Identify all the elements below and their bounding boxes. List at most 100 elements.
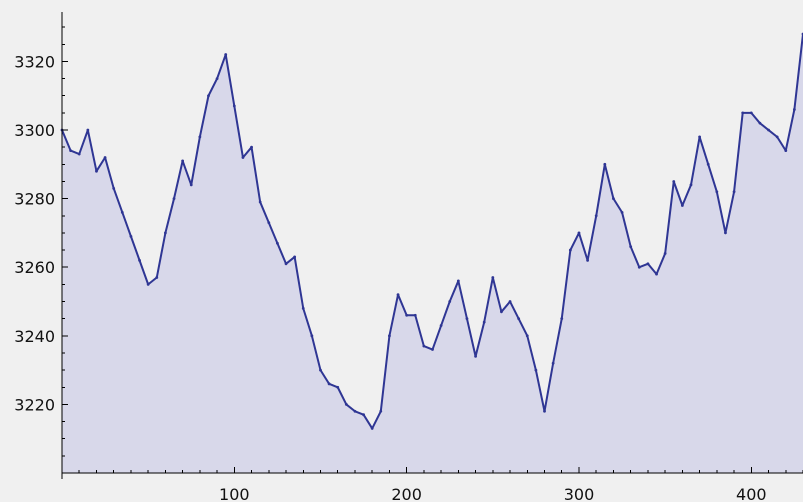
data-point xyxy=(491,276,495,279)
data-point xyxy=(353,409,357,413)
axes: 100 200 300 400 3220 3240 3260 3280 3300 3320 xyxy=(14,12,803,502)
data-point xyxy=(379,409,383,413)
data-point xyxy=(129,234,133,238)
data-point xyxy=(405,313,409,317)
y-tick-label: 3300 xyxy=(14,121,55,140)
data-point xyxy=(517,317,521,321)
data-point xyxy=(232,104,236,108)
data-point xyxy=(767,128,770,132)
data-point xyxy=(388,334,391,338)
data-point xyxy=(103,156,107,159)
data-point xyxy=(267,221,271,225)
data-point xyxy=(163,231,167,235)
data-point xyxy=(362,413,365,417)
data-point xyxy=(715,190,719,194)
y-tick-label: 3260 xyxy=(14,258,55,277)
plot-area xyxy=(60,32,803,473)
x-tick-label: 400 xyxy=(736,485,767,502)
x-tick-label: 300 xyxy=(564,485,595,502)
data-point xyxy=(784,149,788,153)
data-point xyxy=(543,409,546,413)
data-point xyxy=(439,324,443,327)
data-point xyxy=(620,210,624,214)
data-point xyxy=(207,94,210,98)
data-point xyxy=(525,334,529,338)
y-tick-label: 3320 xyxy=(14,52,55,71)
data-point xyxy=(612,197,615,201)
data-point xyxy=(413,313,417,317)
x-tick-label: 100 xyxy=(219,485,250,502)
data-point xyxy=(629,245,633,249)
data-point xyxy=(680,204,684,207)
data-point xyxy=(775,135,779,139)
data-point xyxy=(396,293,400,297)
data-point xyxy=(698,135,702,139)
data-point xyxy=(224,53,228,56)
data-point xyxy=(448,300,452,303)
x-tick-label: 200 xyxy=(391,485,422,502)
data-point xyxy=(560,317,564,321)
data-point xyxy=(568,248,572,252)
data-point xyxy=(482,320,486,324)
data-point xyxy=(215,77,219,80)
data-point xyxy=(741,111,745,115)
data-point xyxy=(534,368,538,372)
data-point xyxy=(336,385,340,389)
data-point xyxy=(689,183,693,187)
data-point xyxy=(344,403,348,406)
y-tick-label: 3220 xyxy=(14,395,55,414)
data-point xyxy=(172,197,176,201)
data-point xyxy=(155,276,159,279)
data-point xyxy=(241,156,245,159)
data-point xyxy=(792,108,796,111)
data-point xyxy=(310,334,314,338)
data-point xyxy=(706,162,710,166)
data-point xyxy=(146,282,150,286)
data-point xyxy=(120,210,124,214)
data-point xyxy=(276,241,279,245)
data-point xyxy=(319,368,322,372)
data-point xyxy=(69,149,73,153)
data-point xyxy=(508,300,512,303)
data-point xyxy=(301,306,305,310)
data-point xyxy=(586,258,589,262)
data-point xyxy=(655,272,658,276)
data-point xyxy=(422,344,426,348)
y-tick-label: 3240 xyxy=(14,327,55,346)
data-point xyxy=(577,231,581,235)
data-point xyxy=(672,180,676,183)
data-point xyxy=(594,214,598,218)
data-point xyxy=(370,427,374,430)
data-point xyxy=(749,111,753,115)
data-point xyxy=(603,162,607,166)
series-area-fill xyxy=(62,34,803,473)
data-point xyxy=(474,354,477,358)
data-point xyxy=(456,279,460,283)
data-point xyxy=(95,169,98,173)
data-point xyxy=(258,200,262,204)
data-point xyxy=(663,252,667,255)
data-point xyxy=(138,258,141,262)
data-point xyxy=(284,262,288,266)
data-point xyxy=(724,231,727,235)
data-point xyxy=(551,361,555,365)
data-point xyxy=(181,159,185,163)
data-point xyxy=(465,317,469,321)
data-point xyxy=(293,255,297,259)
data-point xyxy=(732,190,736,194)
data-point xyxy=(112,186,116,190)
data-point xyxy=(327,382,331,386)
data-point xyxy=(189,183,193,187)
data-point xyxy=(431,348,434,351)
data-point xyxy=(198,135,202,139)
data-point xyxy=(77,152,81,156)
data-point xyxy=(637,265,641,269)
data-point xyxy=(250,145,253,149)
data-point xyxy=(86,128,90,132)
data-point xyxy=(500,310,503,314)
data-point xyxy=(646,262,650,266)
data-point xyxy=(758,121,762,125)
y-tick-label: 3280 xyxy=(14,190,55,209)
